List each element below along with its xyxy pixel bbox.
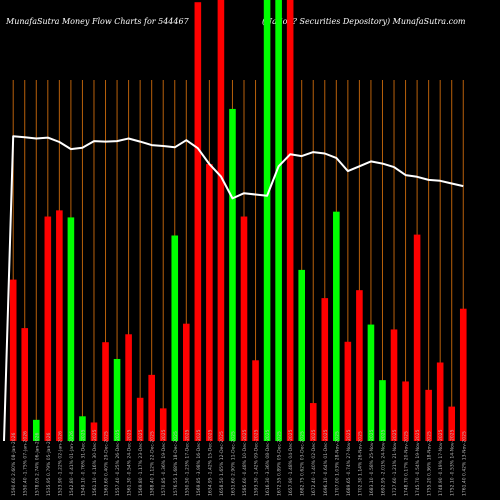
flow-bar — [448, 406, 456, 441]
flow-bar — [229, 108, 236, 441]
x-tick-label: 1707.00 1.03% 28-Nov-2025 — [334, 431, 340, 496]
flow-bar — [459, 308, 467, 441]
x-tick-label: 1689.65 -0.74% 27-Nov-2025 — [346, 429, 352, 496]
flow-bar — [390, 329, 398, 441]
flow-bar — [44, 216, 52, 441]
x-tick-label: 1672.55 0.89% 05-Dec-2025 — [277, 431, 283, 496]
x-tick-label: 1634.95 -1.42% 15-Dec-2025 — [207, 429, 213, 496]
flow-bar — [309, 403, 317, 441]
flow-bar — [321, 298, 329, 441]
x-tick-label: 1588.40 1.12% 22-Dec-2025 — [150, 431, 156, 496]
x-tick-label: 1696.10 -0.64% 01-Dec-2025 — [323, 429, 329, 496]
x-tick-label: 1561.30 -0.54% 24-Dec-2025 — [127, 429, 133, 496]
x-tick-label: 1748.70 0.17% 20-Nov-2025 — [404, 431, 410, 496]
x-tick-label: 1761.40 0.42% 13-Nov-2025 — [461, 431, 467, 496]
flow-bar — [102, 342, 109, 441]
flow-bar — [136, 397, 144, 441]
x-tick-label: 1576.55 1.68% 18-Dec-2025 — [173, 431, 179, 496]
chart-title: MunafaSutra Money Flow Charts for 544467 — [6, 17, 189, 26]
x-tick-label: 1570.85 -0.36% 19-Dec-2025 — [161, 429, 167, 496]
flow-bar — [113, 358, 121, 441]
flow-bar — [67, 217, 75, 441]
flow-bar — [379, 380, 386, 441]
x-tick-label: 1550.40 -1.75% 07-Jan-2026 — [23, 431, 29, 496]
flow-bar — [159, 408, 167, 441]
flow-bar — [183, 323, 190, 441]
x-tick-label: 1748.90 -0.19% 17-Nov-2025 — [438, 429, 444, 496]
flow-bar — [206, 164, 213, 441]
x-tick-label: 1557.40 -0.25% 26-Dec-2025 — [115, 429, 121, 496]
x-tick-label: 1657.90 -1.48% 04-Dec-2025 — [288, 429, 294, 496]
chart-subtitle: (Nation? Securities Depository) MunafaSu… — [262, 17, 466, 26]
x-tick-label: 1535.95 0.79% 05-Jan-2026 — [46, 432, 52, 496]
flow-bar — [252, 360, 259, 441]
x-tick-label: 1523.90 -1.22% 02-Jan-2026 — [57, 431, 63, 496]
flow-bar — [171, 235, 179, 441]
x-tick-label: 1569.80 -1.17% 23-Dec-2025 — [138, 429, 144, 496]
x-tick-label: 1550.50 -1.23% 17-Dec-2025 — [184, 429, 190, 496]
flow-bar — [240, 216, 248, 441]
flow-bar — [413, 234, 421, 441]
flow-bar — [21, 328, 29, 441]
flow-bar — [263, 0, 271, 441]
x-tick-label: 1590.60 2.60% 08-Jan-2026 — [11, 432, 17, 496]
flow-bar — [9, 279, 17, 441]
flow-bar — [275, 0, 282, 441]
flow-bar — [217, 0, 225, 441]
flow-bar — [56, 210, 63, 441]
x-tick-label: 1672.40 -1.40% 02-Dec-2025 — [311, 429, 317, 496]
x-tick-label: 1702.30 1.14% 26-Nov-2025 — [357, 431, 363, 496]
x-tick-label: 1631.60 2.90% 11-Dec-2025 — [230, 431, 236, 496]
flow-bar — [356, 290, 363, 441]
x-tick-label: 1727.60 -1.21% 21-Nov-2025 — [392, 429, 398, 496]
flow-bar — [194, 2, 202, 442]
x-tick-label: 1752.10 -0.53% 14-Nov-2025 — [450, 429, 456, 496]
x-tick-label: 1682.75 0.62% 03-Dec-2025 — [300, 431, 306, 496]
x-tick-label: 1755.20 0.36% 18-Nov-2025 — [427, 431, 433, 496]
flow-bar — [79, 416, 86, 441]
flow-bar — [333, 211, 340, 441]
flow-bar — [90, 422, 98, 441]
x-tick-label: 1745.70 -0.54% 19-Nov-2025 — [415, 429, 421, 496]
flow-bar — [298, 269, 305, 441]
flow-bar — [425, 389, 432, 441]
flow-bar — [286, 0, 294, 441]
flow-bar — [32, 419, 40, 441]
x-tick-label: 1616.30 -3.36% 08-Dec-2025 — [265, 429, 271, 496]
x-tick-label: 1569.85 -3.98% 16-Dec-2025 — [196, 429, 202, 496]
x-tick-label: 1549.10 -0.76% 31-Dec-2025 — [80, 429, 86, 496]
x-tick-label: 1585.60 -0.48% 10-Dec-2025 — [242, 429, 248, 496]
x-tick-label: 1542.80 -0.41% 01-Jan-2026 — [69, 431, 75, 496]
x-tick-label: 1692.95 -2.01% 24-Nov-2025 — [380, 429, 386, 496]
money-flow-line — [3, 135, 464, 442]
x-tick-label: 1658.50 1.65% 12-Dec-2025 — [219, 431, 225, 496]
flow-bar — [344, 341, 352, 441]
x-tick-label: 1683.10 -0.58% 25-Nov-2025 — [369, 429, 375, 496]
flow-bar — [148, 374, 155, 441]
flow-bar — [436, 362, 444, 441]
x-tick-label: 1578.05 2.74% 06-Jan-2026 — [34, 432, 40, 496]
x-tick-label: 1593.30 -1.42% 09-Dec-2025 — [254, 429, 260, 496]
x-tick-label: 1563.60 0.40% 29-Dec-2025 — [104, 431, 110, 496]
flow-bar — [402, 381, 409, 441]
flow-bar — [367, 324, 375, 441]
flow-bar — [125, 334, 132, 441]
x-tick-label: 1561.10 -0.16% 30-Dec-2025 — [92, 429, 98, 496]
